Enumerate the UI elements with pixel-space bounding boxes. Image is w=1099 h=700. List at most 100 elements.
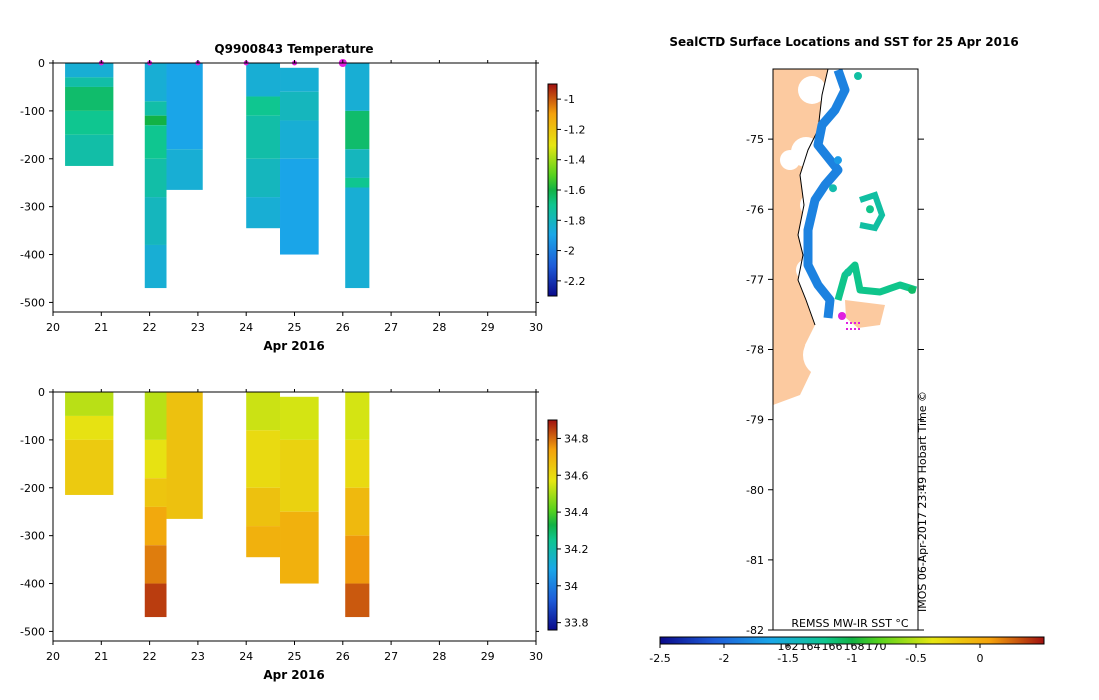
sst-colorbar-tick-label: -1.5 (777, 652, 798, 665)
profile-4-band-1 (280, 91, 319, 121)
x-tick-label: 28 (432, 321, 446, 334)
sst-sample (829, 184, 837, 193)
seal-track-dot (846, 328, 848, 330)
salinity-profiles (65, 392, 370, 618)
x-tick-label: 24 (239, 650, 253, 663)
colorbar-tick-label: -1.2 (564, 123, 585, 136)
sst-sample (908, 285, 916, 294)
x-tick-label: 21 (94, 321, 108, 334)
temperature-profiles (65, 59, 370, 289)
profile-0-band-3 (65, 110, 114, 135)
profile-3-band-3 (246, 158, 281, 198)
salinity-ticks: 20 21 22 23 24 25 26 27 28 29 30 0 -100 -200 -300 -400 -… (20, 386, 543, 663)
y-tick-label: -100 (20, 434, 45, 447)
temperature-title: Q9900843 Temperature (214, 42, 373, 56)
seal-track-dot (846, 322, 848, 324)
profile-3-band-3 (246, 526, 281, 558)
profile-4-band-0 (280, 396, 319, 440)
seal-track-dot (858, 328, 860, 330)
colorbar-tick-label: 34.8 (564, 432, 589, 445)
sst-colorbar-tick-label: -2.5 (649, 652, 670, 665)
salinity-xlabel: Apr 2016 (263, 668, 324, 682)
sst-coastal-band (803, 68, 850, 319)
colorbar-tick-label: 34 (564, 580, 578, 593)
map-credit: IMOS 06-Apr-2017 23:49 Hobart Time © (916, 391, 929, 612)
x-tick-label: 25 (288, 321, 302, 334)
profile-3-band-1 (246, 430, 281, 488)
profile-5-band-1 (345, 439, 370, 488)
lat-tick-label: -80 (746, 484, 764, 497)
y-tick-label: -200 (20, 482, 45, 495)
profile-1-band-0 (144, 63, 167, 102)
colorbar-tick-label: -1.4 (564, 154, 585, 167)
sst-colorbar-tick-label: -0.5 (905, 652, 926, 665)
temperature-xlabel: Apr 2016 (263, 339, 324, 353)
colorbar-tick-label: 34.6 (564, 469, 589, 482)
profile-0-band-4 (65, 134, 114, 166)
lat-tick-label: -81 (746, 554, 764, 567)
x-tick-label: 26 (336, 321, 350, 334)
colorbar-tick-label: 34.2 (564, 543, 589, 556)
sst-colorbar-tick-label: -2 (719, 652, 730, 665)
sea-ice-mask (780, 76, 854, 389)
salinity-panel: 20 21 22 23 24 25 26 27 28 29 30 0 -100 -200 -300 -400 -… (20, 386, 588, 682)
lat-tick-label: -76 (746, 203, 764, 216)
sst-map-panel: SealCTD Surface Locations and SST for 25… (649, 35, 1045, 665)
profile-1-band-1 (144, 101, 167, 116)
lat-tick-label: -82 (746, 624, 764, 637)
seal-location-marker (838, 312, 846, 320)
profile-5-band-3 (345, 535, 370, 584)
map-source-label: REMSS MW-IR SST °C (791, 617, 909, 630)
y-tick-label: -100 (20, 105, 45, 118)
profile-4-band-0 (280, 67, 319, 92)
profile-4-band-1 (280, 439, 319, 512)
y-tick-label: -400 (20, 249, 45, 262)
profile-1-band-3 (144, 506, 167, 546)
profile-5-band-1 (345, 110, 370, 150)
lat-tick-label: -77 (746, 273, 764, 286)
y-tick-label: -300 (20, 201, 45, 214)
profile-1-band-2 (144, 478, 167, 507)
temperature-ticks: 20 21 22 23 24 25 26 27 28 29 30 0 -100 -200 -300 -400 -… (20, 57, 543, 334)
salinity-colorbar (547, 419, 558, 631)
profile-5-band-0 (345, 392, 370, 440)
profile-1-band-6 (144, 244, 167, 289)
sst-sample (854, 72, 862, 81)
profile-2-band-0 (166, 392, 203, 519)
seal-track-dot (858, 322, 860, 324)
profile-3-band-0 (246, 63, 281, 97)
map-lat-ticks: -75 -76 -77 -78 -79 -80 -81 -82 (746, 133, 924, 637)
x-tick-label: 21 (94, 650, 108, 663)
land-patch (845, 300, 885, 328)
seal-track-dot (850, 328, 852, 330)
profile-0-band-0 (65, 63, 114, 78)
x-tick-label: 23 (191, 321, 205, 334)
profile-5-band-3 (345, 177, 370, 188)
colorbar-tick-label: 34.4 (564, 506, 589, 519)
profile-5-band-4 (345, 583, 370, 618)
coastline (797, 68, 829, 326)
profile-1-band-4 (144, 545, 167, 584)
profile-5-band-0 (345, 63, 370, 111)
profile-0-band-1 (65, 77, 114, 87)
colorbar-tick-label: -2 (564, 245, 575, 258)
x-tick-label: 25 (288, 650, 302, 663)
sst-colorbar-tick-label: -1 (847, 652, 858, 665)
colorbar-tick-label: -1.6 (564, 184, 585, 197)
sst-sample (844, 268, 852, 277)
colorbar-tick-label: 33.8 (564, 617, 589, 630)
profile-0-band-1 (65, 415, 114, 440)
map-title: SealCTD Surface Locations and SST for 25… (669, 35, 1018, 49)
profile-1-band-3 (144, 125, 167, 159)
lat-tick-label: -75 (746, 133, 764, 146)
profile-1-band-5 (144, 197, 167, 245)
seal-track-dot (850, 322, 852, 324)
sst-track (803, 68, 918, 330)
temperature-colorbar (547, 83, 558, 297)
colorbar-tick-label: -2.2 (564, 275, 585, 288)
colorbar-tick-label: -1 (564, 93, 575, 106)
profile-1-band-0 (144, 392, 167, 440)
lat-tick-label: -79 (746, 414, 764, 427)
x-tick-label: 27 (384, 321, 398, 334)
x-tick-label: 24 (239, 321, 253, 334)
